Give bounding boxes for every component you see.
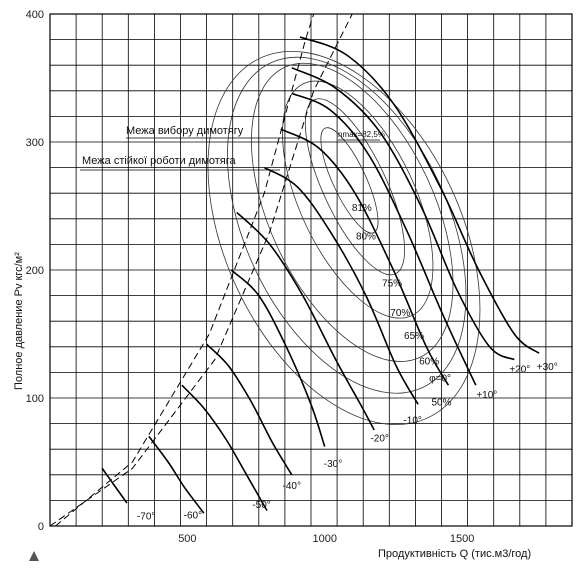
angle-curve	[230, 269, 326, 447]
y-tick-label: 300	[26, 137, 44, 149]
angle-curve	[148, 435, 205, 514]
y-tick-label: 0	[38, 521, 44, 533]
choice-boundary-line	[49, 13, 353, 527]
angle-curve	[280, 128, 450, 386]
angle-curve	[291, 67, 515, 361]
curve-labels: -70° -60° -50° -40° -30° -20° -10° φ=0° +10° +20°…	[137, 203, 558, 522]
angle-curve	[291, 92, 477, 386]
x-axis-label: Продуктивність Q (тис.м3/год)	[378, 548, 531, 560]
efficiency-contour	[251, 62, 454, 362]
angle-curve-label: -40°	[283, 481, 301, 492]
angle-curve-label: +30°	[537, 362, 558, 373]
x-tick-label: 1500	[450, 533, 474, 545]
angle-curves	[101, 36, 540, 514]
annotation-choice-boundary: Межа вибору димотягу	[126, 125, 300, 139]
x-tick-label: 500	[178, 533, 196, 545]
logo-icon	[29, 551, 39, 561]
efficiency-label: 80%	[356, 231, 376, 242]
grid	[49, 13, 573, 527]
angle-curve	[299, 36, 540, 354]
efficiency-contour	[320, 127, 379, 234]
annotation-stability-boundary: Межа стійкої роботи димотяга	[80, 155, 280, 171]
stability-boundary-line	[55, 13, 315, 527]
efficiency-label: 60%	[419, 357, 439, 368]
angle-curve-label: φ=0°	[429, 373, 451, 384]
plot-frame	[49, 13, 573, 527]
efficiency-label: 70%	[390, 308, 410, 319]
x-tick-label: 1000	[312, 533, 336, 545]
svg-text:ηmax=82,5%: ηmax=82,5%	[338, 130, 385, 139]
annotation-eta-max: ηmax=82,5%	[338, 130, 385, 141]
angle-curve	[236, 211, 375, 431]
y-tick-label: 100	[26, 393, 44, 405]
angle-curve-label: -10°	[403, 416, 421, 427]
angle-curve	[101, 467, 128, 504]
angle-curve-label: -60°	[184, 510, 202, 521]
angle-curve	[206, 343, 293, 476]
svg-text:Межа стійкої роботи димотяга: Межа стійкої роботи димотяга	[82, 155, 237, 167]
svg-text:Межа вибору димотягу: Межа вибору димотягу	[126, 125, 244, 137]
boundary-lines	[49, 13, 353, 527]
efficiency-contour	[282, 80, 434, 319]
axes: 0 100 200 300 400 500 1000 1500	[26, 9, 573, 545]
angle-curve-label: -50°	[252, 500, 270, 511]
angle-curve	[181, 384, 268, 511]
angle-curve-label: +10°	[476, 390, 497, 401]
y-tick-label: 200	[26, 265, 44, 277]
y-axis-label: Полное давление Pv кгс/м²	[13, 252, 25, 390]
efficiency-label: 65%	[404, 331, 424, 342]
efficiency-label: 81%	[352, 203, 372, 214]
y-tick-label: 400	[26, 9, 44, 21]
efficiency-label: 75%	[382, 279, 402, 290]
efficiency-contour	[207, 50, 481, 426]
angle-curve	[263, 166, 419, 405]
efficiency-label: 50%	[431, 398, 451, 409]
angle-curve-label: -30°	[324, 459, 342, 470]
efficiency-contour	[227, 56, 467, 394]
angle-curve-label: -20°	[370, 434, 388, 445]
angle-curve-label: -70°	[137, 512, 155, 523]
angle-curve-label: +20°	[509, 364, 530, 375]
